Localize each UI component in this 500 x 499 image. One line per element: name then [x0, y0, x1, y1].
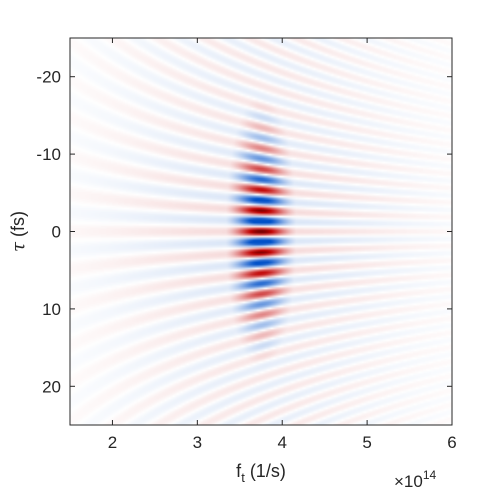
y-tick-label: 20 — [42, 377, 61, 396]
x-axis-label-units: (1/s) — [245, 461, 286, 481]
x-tick-label: 2 — [108, 433, 117, 452]
y-tick-label: 10 — [42, 300, 61, 319]
y-axis-ticks: -20 -10 0 10 20 — [36, 68, 452, 396]
x-axis-label-main: f — [236, 461, 242, 481]
y-axis-label: τ (fs) — [8, 211, 29, 252]
x-axis-label: ft (1/s) — [236, 461, 286, 485]
y-tick-label: -20 — [36, 68, 61, 87]
x-axis-exponent-base: ×10 — [394, 472, 423, 491]
x-tick-label: 6 — [447, 433, 456, 452]
x-tick-label: 5 — [362, 433, 371, 452]
y-axis-label-units: (fs) — [8, 211, 28, 242]
x-axis-exponent-power: 14 — [423, 468, 437, 482]
x-axis-exponent: ×1014 — [394, 468, 437, 491]
x-tick-label: 4 — [277, 433, 286, 452]
heatmap-plot-area — [70, 38, 452, 425]
y-tick-label: 0 — [52, 223, 61, 242]
x-tick-label: 3 — [193, 433, 202, 452]
heatmap-image — [70, 38, 452, 425]
x-axis-label-sub: t — [241, 470, 245, 485]
y-axis-label-symbol: τ — [8, 241, 29, 252]
y-tick-label: -10 — [36, 145, 61, 164]
x-axis-ticks: 2 3 4 5 6 — [108, 38, 457, 452]
